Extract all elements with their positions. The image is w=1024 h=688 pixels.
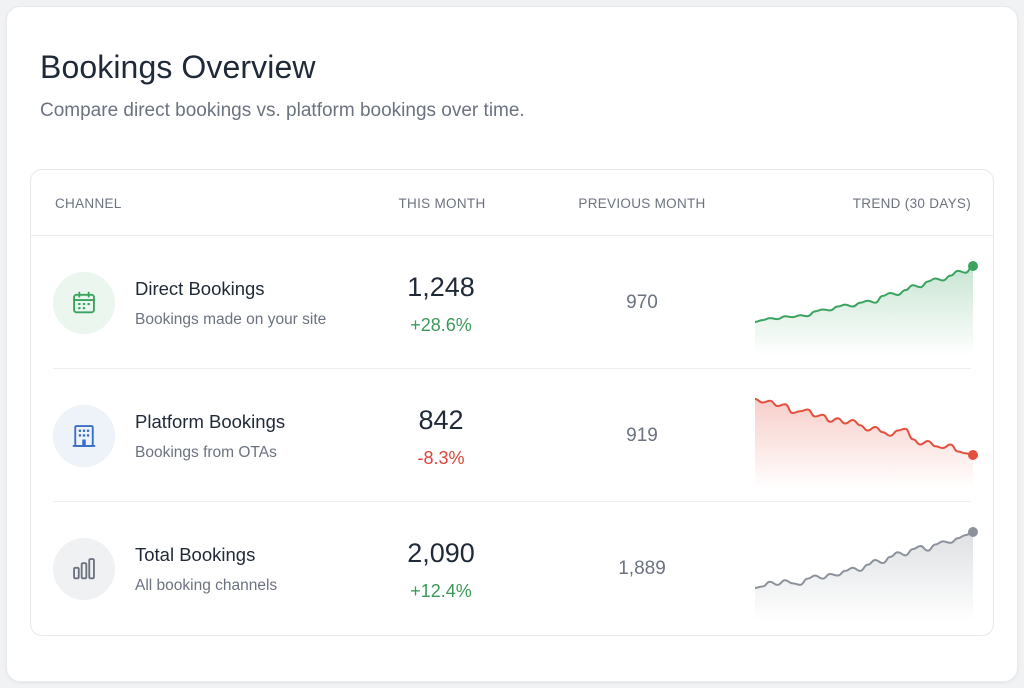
column-header-this-month[interactable]: THIS MONTH — [398, 196, 486, 211]
sparkline-line — [754, 531, 974, 589]
total-bookings-icon-badge — [53, 538, 115, 600]
column-header-previous-month[interactable]: PREVIOUS MONTH — [578, 196, 706, 211]
change-percentage: +12.4% — [410, 581, 472, 601]
channel-description: Bookings made on your site — [135, 311, 327, 328]
page-title: Bookings Overview — [40, 49, 316, 85]
previous-month-value: 919 — [626, 425, 658, 446]
channel-name: Total Bookings — [135, 544, 256, 565]
table-header: CHANNEL THIS MONTH PREVIOUS MONTH TREND … — [31, 170, 993, 236]
change-percentage: +28.6% — [410, 315, 472, 335]
sparkline-end-point — [968, 261, 978, 271]
trend-sparkline — [754, 398, 978, 489]
column-header-trend[interactable]: TREND (30 DAYS) — [852, 196, 971, 211]
trend-sparkline — [754, 261, 978, 356]
trend-sparkline — [754, 527, 978, 622]
sparkline-end-point — [968, 527, 978, 537]
platform-bookings-icon-badge — [53, 405, 115, 467]
this-month-value: 2,090 — [407, 538, 475, 568]
page-subtitle: Compare direct bookings vs. platform boo… — [40, 100, 525, 121]
bookings-overview-card: Bookings Overview Compare direct booking… — [6, 6, 1018, 682]
column-header-channel[interactable]: CHANNEL — [55, 196, 122, 211]
table-row-total-bookings[interactable]: Total Bookings All booking channels 2,09… — [31, 502, 993, 635]
direct-bookings-icon-badge — [53, 272, 115, 334]
change-percentage: -8.3% — [417, 448, 465, 468]
sparkline-area — [755, 532, 973, 622]
bookings-table: CHANNEL THIS MONTH PREVIOUS MONTH TREND … — [30, 169, 994, 636]
this-month-value: 842 — [418, 405, 464, 435]
bar-chart-icon — [73, 558, 95, 580]
sparkline-line — [754, 398, 974, 456]
table-row-platform-bookings[interactable]: Platform Bookings Bookings from OTAs 842… — [31, 369, 993, 502]
channel-name: Direct Bookings — [135, 278, 265, 299]
table-row-direct-bookings[interactable]: Direct Bookings Bookings made on your si… — [31, 236, 993, 369]
channel-description: All booking channels — [135, 577, 278, 594]
row-divider — [53, 501, 971, 502]
channel-description: Bookings from OTAs — [135, 444, 277, 461]
sparkline-area — [755, 399, 973, 489]
this-month-value: 1,248 — [407, 272, 475, 302]
sparkline-end-point — [968, 450, 978, 460]
calendar-icon — [73, 291, 95, 314]
sparkline-line — [754, 265, 974, 323]
channel-name: Platform Bookings — [135, 411, 286, 432]
previous-month-value: 1,889 — [618, 558, 666, 579]
building-icon — [72, 425, 96, 447]
previous-month-value: 970 — [626, 292, 658, 313]
sparkline-area — [755, 266, 973, 356]
row-divider — [53, 368, 971, 369]
